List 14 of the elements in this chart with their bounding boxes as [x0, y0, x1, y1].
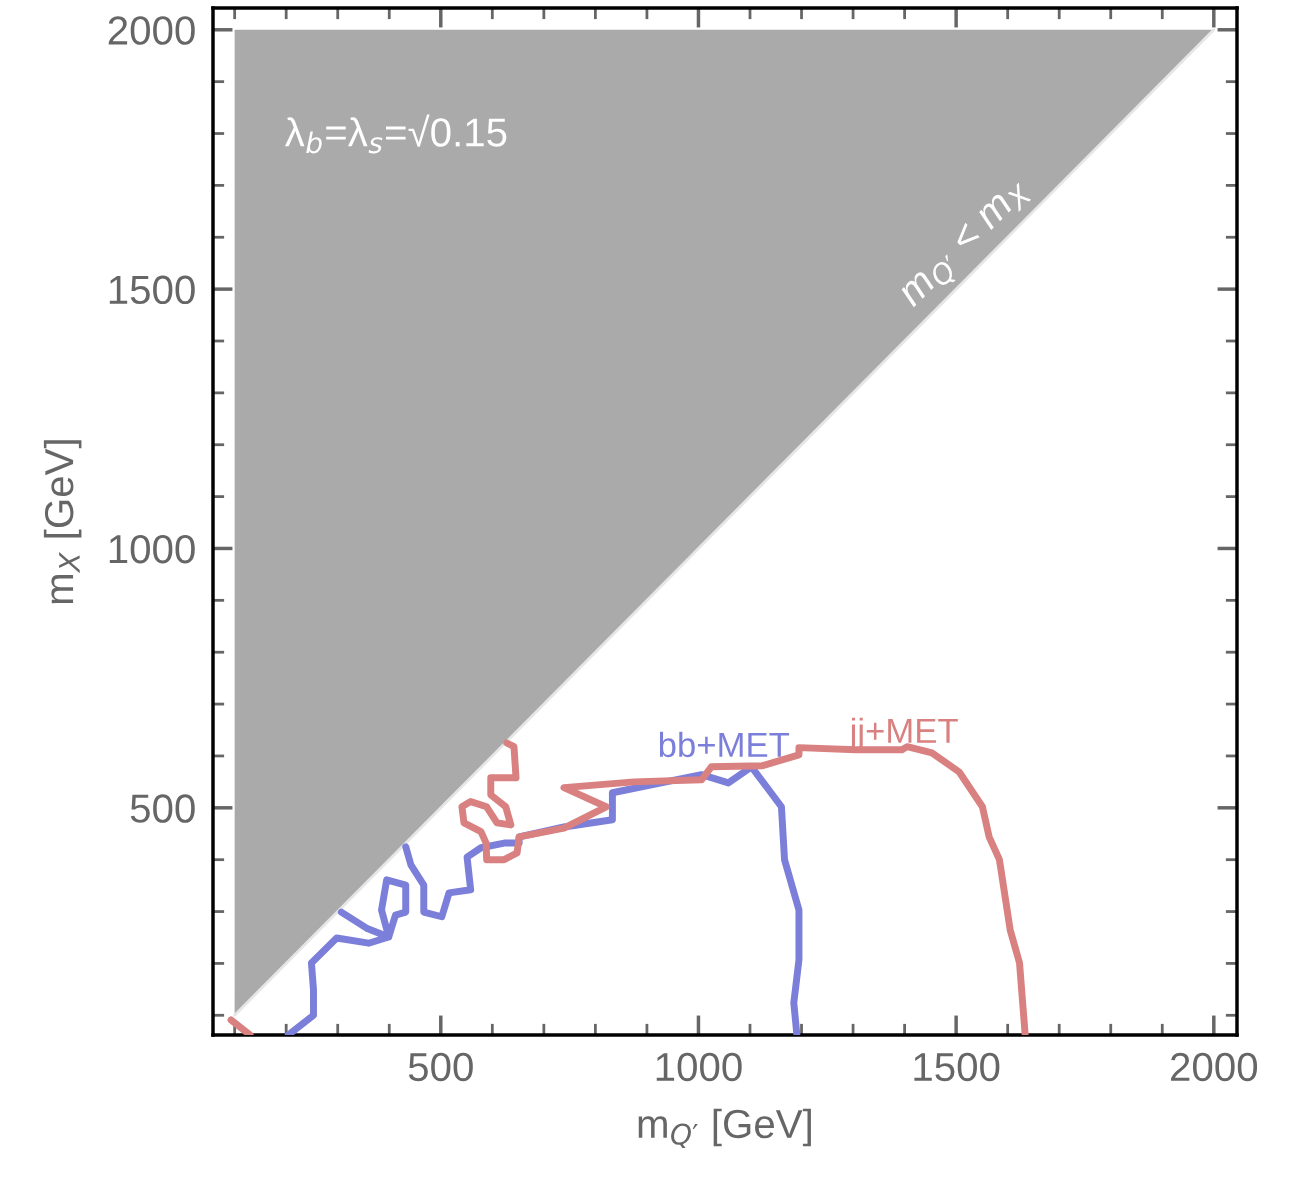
y-tick-label: 1500 — [109, 275, 195, 305]
y-tick-label: 1000 — [109, 534, 195, 564]
x-tick-label: 1500 — [914, 1052, 1000, 1082]
series-label: bb+MET — [659, 731, 790, 758]
x-tick-label: 500 — [408, 1052, 473, 1082]
x-tick-label: 2000 — [1171, 1052, 1258, 1082]
y-axis-title: m$_{X}$ [GeV] — [43, 440, 82, 604]
y-tick-label: 500 — [130, 794, 195, 823]
x-tick-label: 1000 — [656, 1052, 742, 1082]
annotation: m$_{Q′}$ < m$_{X}$ — [897, 175, 1037, 315]
y-tick-label: 2000 — [108, 16, 195, 45]
x-axis-title: m$_{Q′}$ [GeV] — [638, 1108, 811, 1149]
series-label: jj+MET — [848, 717, 958, 751]
annotation: λ$_{b}$=λ$_{s}$=√0.15 — [284, 114, 507, 154]
